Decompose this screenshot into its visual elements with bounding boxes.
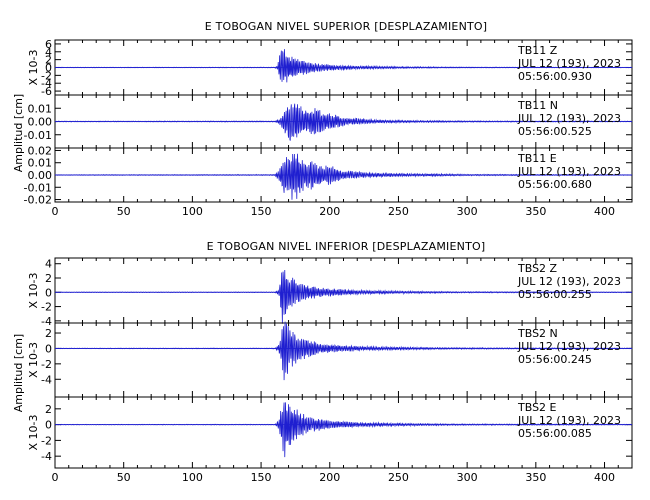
date-label: JUL 12 (193), 2023	[517, 340, 621, 353]
date-label: JUL 12 (193), 2023	[517, 275, 621, 288]
y-tick-label: -0.01	[24, 129, 52, 142]
waveform-trace	[54, 103, 633, 141]
y-tick-label: -0.02	[24, 194, 52, 207]
x-tick-label: 100	[182, 471, 203, 484]
station-label: TBS2 E	[517, 401, 557, 414]
station-label: TBS2 N	[517, 327, 558, 340]
y-tick-label: 6	[45, 38, 52, 51]
y-tick-label: 0	[45, 342, 52, 355]
y-tick-label: -2	[41, 301, 52, 314]
x-tick-label: 300	[457, 471, 478, 484]
scale-multiplier-label: X 10-3	[27, 415, 40, 451]
y-tick-label: -4	[41, 77, 52, 90]
y-tick-label: 0.00	[28, 116, 53, 129]
y-tick-label: -2	[41, 434, 52, 447]
waveform-trace	[54, 153, 633, 200]
station-label: TB11 Z	[517, 44, 558, 57]
time-label: 05:56:00.680	[518, 178, 592, 191]
x-tick-label: 50	[117, 205, 131, 218]
y-tick-label: 0.00	[28, 169, 53, 182]
time-label: 05:56:00.255	[518, 288, 592, 301]
y-tick-label: 2	[45, 327, 52, 340]
y-axis-label-superior: Amplitud [cm]	[12, 94, 25, 172]
y-tick-label: 4	[45, 46, 52, 59]
x-tick-label: 200	[319, 205, 340, 218]
x-tick-label: 50	[117, 471, 131, 484]
chart-title-superior: E TOBOGAN NIVEL SUPERIOR [DESPLAZAMIENTO…	[205, 20, 488, 33]
scale-multiplier-label: X 10-3	[27, 50, 40, 86]
y-tick-label: 2	[45, 272, 52, 285]
y-tick-label: 0.01	[28, 157, 53, 170]
y-tick-label: -4	[41, 373, 52, 386]
x-tick-label: 200	[319, 471, 340, 484]
scale-multiplier-label: X 10-3	[27, 342, 40, 378]
y-tick-label: 0.01	[28, 102, 53, 115]
scale-multiplier-label: X 10-3	[27, 273, 40, 309]
waveform-trace	[54, 49, 633, 83]
time-label: 05:56:00.525	[518, 125, 592, 138]
x-tick-label: 150	[251, 471, 272, 484]
date-label: JUL 12 (193), 2023	[517, 414, 621, 427]
x-tick-label: 400	[594, 205, 615, 218]
time-label: 05:56:00.930	[518, 70, 592, 83]
waveform-trace	[54, 321, 633, 381]
y-tick-label: 0	[45, 419, 52, 432]
y-axis-label-inferior: Amplitud [cm]	[12, 334, 25, 412]
y-tick-label: -0.01	[24, 181, 52, 194]
y-tick-label: 4	[45, 258, 52, 271]
x-tick-label: 400	[594, 471, 615, 484]
x-tick-label: 100	[182, 205, 203, 218]
x-tick-label: 0	[52, 471, 59, 484]
date-label: JUL 12 (193), 2023	[517, 57, 621, 70]
x-tick-label: 250	[388, 205, 409, 218]
waveform-trace	[54, 402, 633, 458]
y-tick-label: 2	[45, 403, 52, 416]
x-tick-label: 0	[52, 205, 59, 218]
y-tick-label: 0.02	[28, 144, 53, 157]
station-label: TBS2 Z	[517, 262, 558, 275]
y-tick-label: -4	[41, 450, 52, 463]
waveform-trace	[54, 270, 633, 324]
x-tick-label: 150	[251, 205, 272, 218]
time-label: 05:56:00.085	[518, 427, 592, 440]
time-label: 05:56:00.245	[518, 353, 592, 366]
x-tick-label: 350	[525, 205, 546, 218]
y-tick-label: 2	[45, 54, 52, 67]
x-tick-label: 350	[525, 471, 546, 484]
y-tick-label: -2	[41, 69, 52, 82]
date-label: JUL 12 (193), 2023	[517, 112, 621, 125]
y-tick-label: -2	[41, 358, 52, 371]
date-label: JUL 12 (193), 2023	[517, 165, 621, 178]
station-label: TB11 E	[517, 152, 557, 165]
y-tick-label: 0	[45, 286, 52, 299]
y-tick-label: -6	[41, 85, 52, 98]
station-label: TB11 N	[517, 99, 558, 112]
y-tick-label: -4	[41, 315, 52, 328]
x-tick-label: 250	[388, 471, 409, 484]
x-tick-label: 300	[457, 205, 478, 218]
y-tick-label: 0	[45, 62, 52, 75]
chart-title-inferior: E TOBOGAN NIVEL INFERIOR [DESPLAZAMIENTO…	[207, 240, 486, 253]
